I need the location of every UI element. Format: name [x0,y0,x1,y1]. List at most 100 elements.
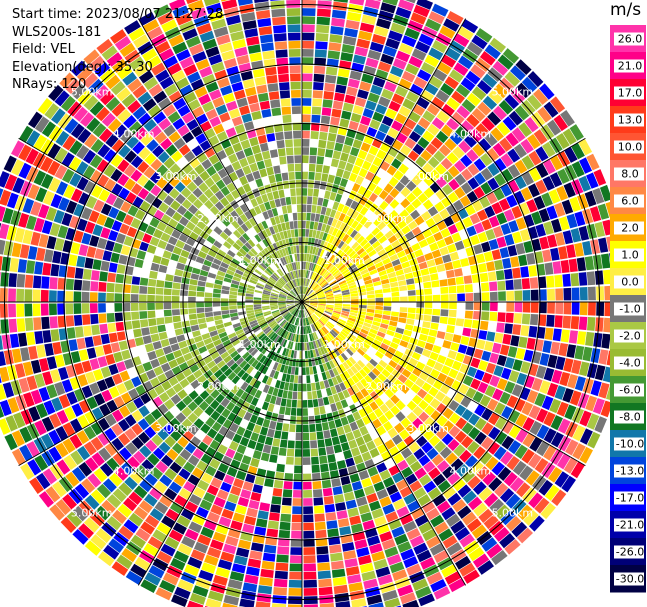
range-gate-cell [399,175,411,186]
range-gate-cell [375,231,384,240]
range-gate-cell [316,266,322,274]
range-gate-cell [303,538,315,547]
range-gate-cell [364,318,373,325]
range-gate-cell [273,325,281,332]
range-gate-cell [30,389,43,405]
range-gate-cell [292,317,297,325]
range-gate-cell [569,390,582,406]
range-gate-cell [332,150,342,160]
range-gate-cell [554,232,566,246]
range-gate-cell [257,373,265,382]
range-gate-cell [400,144,412,156]
range-gate-cell [384,230,394,239]
range-gate-cell [162,572,179,586]
range-gate-cell [470,460,484,475]
range-gate-cell [403,156,414,168]
range-gate-cell [354,97,367,108]
range-gate-cell [217,444,228,455]
range-gate-cell [482,471,497,486]
range-gate-cell [152,447,166,460]
range-gate-cell [489,375,500,388]
range-gate-cell [226,359,236,368]
range-gate-cell [223,355,233,364]
range-gate-cell [297,391,302,400]
range-gate-cell [364,199,374,209]
range-gate-cell [546,314,555,327]
range-gate-cell [260,322,268,329]
range-gate-cell [491,461,505,476]
range-gate-cell [420,327,430,335]
range-gate-cell [449,293,457,302]
range-gate-cell [382,503,395,515]
range-gate-cell [395,389,405,400]
range-gate-cell [262,309,271,313]
range-gate-cell [547,234,558,248]
range-gate-cell [372,257,382,265]
range-gate-cell [64,406,76,421]
range-gate-cell [457,293,465,302]
range-gate-cell [472,553,490,568]
range-gate-cell [494,416,507,430]
range-gate-cell [131,320,141,329]
range-gate-cell [349,70,362,81]
range-gate-cell [424,295,433,302]
range-gate-cell [471,320,481,329]
range-gate-cell [388,100,401,112]
range-gate-cell [264,393,272,403]
range-gate-cell [65,303,74,315]
range-gate-cell [564,146,578,163]
range-gate-cell [253,370,262,380]
range-gate-cell [289,221,294,230]
range-gate-cell [284,131,293,140]
range-gate-cell [138,500,153,514]
range-gate-cell [294,342,298,351]
range-gate-cell [258,364,266,373]
range-gate-cell [570,228,582,243]
range-gate-cell [418,239,429,248]
range-gate-cell [579,361,590,377]
range-gate-cell [352,105,364,115]
range-gate-cell [312,246,317,255]
range-gate-cell [261,560,275,570]
range-gate-cell [108,538,125,553]
range-gate-cell [413,124,426,136]
range-gate-cell [312,263,317,272]
range-gate-cell [448,178,460,191]
range-gate-cell [309,304,317,308]
range-gate-cell [11,448,26,466]
range-gate-cell [309,366,314,375]
range-gate-cell [445,513,461,527]
range-gate-cell [465,293,474,301]
range-gate-cell [333,584,348,595]
range-gate-cell [497,54,514,70]
range-gate-cell [556,401,569,417]
range-gate-cell [302,40,315,49]
range-gate-cell [255,442,264,452]
range-gate-cell [442,340,452,349]
range-gate-cell [319,346,325,355]
range-gate-cell [76,255,86,268]
range-gate-cell [286,0,301,8]
range-gate-cell [182,368,193,378]
range-gate-cell [426,358,436,368]
range-gate-cell [305,359,309,367]
range-gate-cell [242,582,258,593]
range-gate-cell [363,353,372,362]
range-gate-cell [351,165,361,175]
range-gate-cell [312,323,317,332]
range-gate-cell [507,164,521,178]
range-gate-cell [455,276,464,285]
range-gate-cell [384,194,394,205]
range-gate-cell [302,440,310,449]
range-gate-cell [16,318,26,332]
range-gate-cell [99,271,108,282]
range-gate-cell [206,360,216,369]
range-gate-cell [374,26,389,37]
range-gate-cell [441,103,455,117]
range-gate-cell [188,343,198,352]
range-gate-cell [499,344,510,356]
range-gate-cell [315,423,323,432]
range-gate-cell [226,466,238,478]
range-gate-cell [231,405,241,415]
range-gate-cell [76,430,90,445]
